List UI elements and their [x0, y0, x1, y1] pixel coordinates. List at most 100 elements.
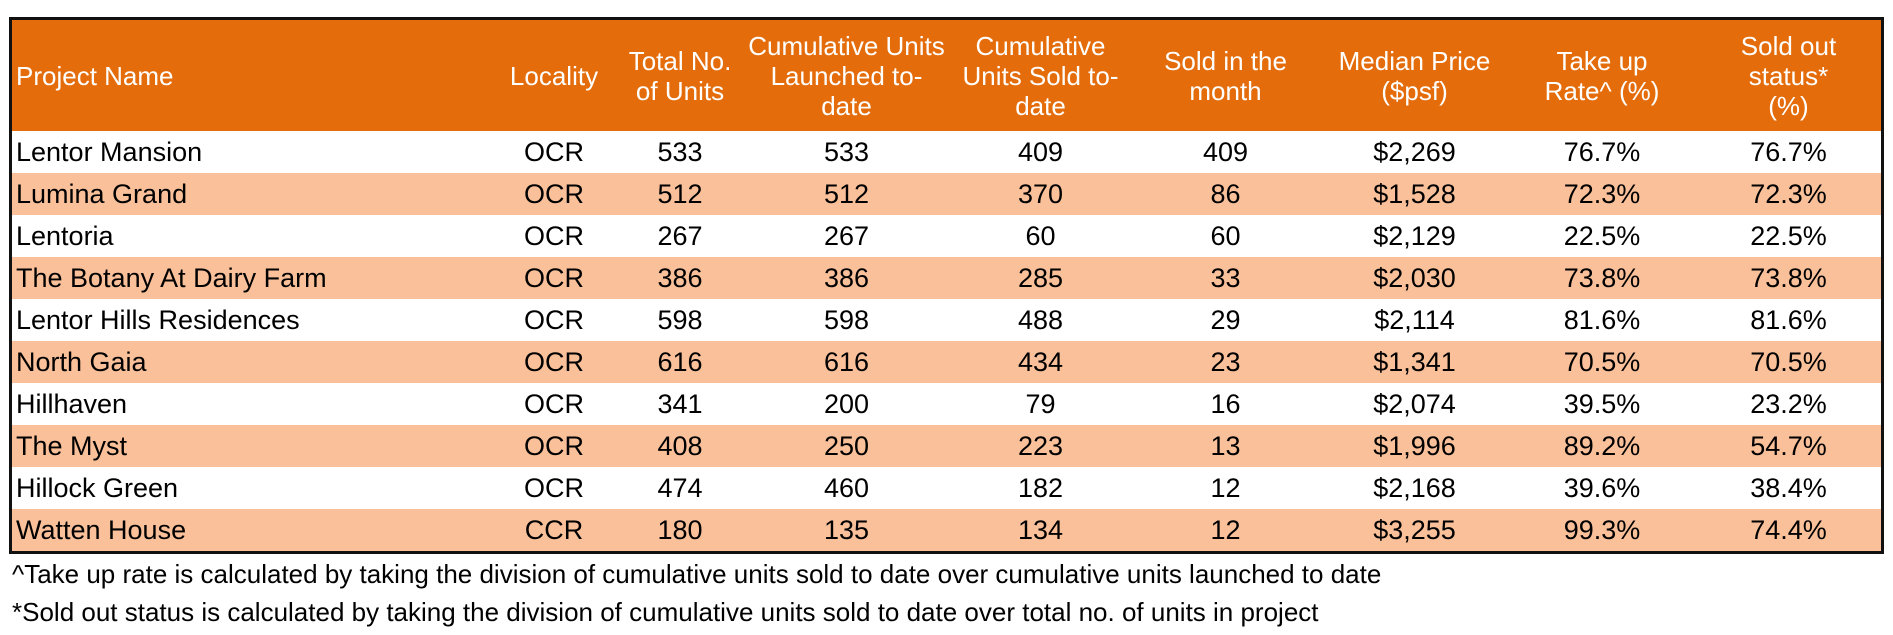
table-header: Project Name Locality Total No. of Units Cu… [12, 20, 1881, 131]
cell-take-up-rate: 39.6% [1563, 472, 1641, 503]
sales-table: Project Name Locality Total No. of Units Cu… [12, 20, 1881, 551]
cell-sold-out-status: 73.8% [1750, 262, 1827, 293]
cell-locality: OCR [524, 388, 584, 419]
header-median-price: Median Price ($psf) [1338, 45, 1491, 106]
cell-cumulative-sold: 223 [1017, 430, 1064, 461]
cell-total-units: 267 [657, 220, 703, 251]
footnote-take-up-rate: ^Take up rate is calculated by taking th… [12, 559, 1382, 589]
cell-project-name: Hillhaven [16, 388, 128, 419]
cell-locality: OCR [524, 262, 584, 293]
cell-take-up-rate: 73.8% [1563, 262, 1641, 293]
cell-median-price: $2,129 [1373, 220, 1456, 251]
cell-total-units: 408 [657, 430, 703, 461]
cell-take-up-rate: 39.5% [1563, 388, 1641, 419]
cell-sold-in-month: 86 [1210, 178, 1241, 209]
cell-cumulative-sold: 370 [1017, 178, 1064, 209]
table-row: North Gaia OCR 616 616 434 23 $1,341 70.5% 70.5% [12, 341, 1881, 383]
footnotes: ^Take up rate is calculated by taking th… [12, 555, 1381, 631]
cell-take-up-rate: 76.7% [1563, 136, 1641, 167]
cell-total-units: 533 [657, 136, 703, 167]
cell-sold-out-status: 74.4% [1750, 514, 1827, 545]
table-body: Lentor Mansion OCR 533 533 409 409 $2,269 76.7%… [12, 131, 1881, 551]
cell-median-price: $1,996 [1373, 430, 1456, 461]
cell-sold-in-month: 23 [1210, 346, 1241, 377]
cell-project-name: The Myst [16, 430, 128, 461]
cell-sold-out-status: 54.7% [1750, 430, 1827, 461]
cell-sold-in-month: 12 [1210, 472, 1241, 503]
table-row: The Myst OCR 408 250 223 13 $1,996 89.2% 54.7% [12, 425, 1881, 467]
cell-sold-out-status: 22.5% [1750, 220, 1827, 251]
header-take-up-rate: Take up Rate^ (%) [1544, 45, 1660, 106]
cell-take-up-rate: 22.5% [1563, 220, 1641, 251]
cell-project-name: The Botany At Dairy Farm [16, 262, 327, 293]
cell-cumulative-launched: 386 [823, 262, 870, 293]
header-cumulative-sold: Cumulative Units Sold to-date [962, 30, 1119, 121]
cell-sold-out-status: 72.3% [1750, 178, 1827, 209]
cell-median-price: $2,074 [1373, 388, 1456, 419]
cell-project-name: Hillock Green [16, 472, 179, 503]
cell-locality: CCR [524, 514, 584, 545]
table-row: Hillock Green OCR 474 460 182 12 $2,168 39.6% 38… [12, 467, 1881, 509]
cell-cumulative-sold: 434 [1017, 346, 1064, 377]
cell-cumulative-launched: 135 [823, 514, 870, 545]
cell-locality: OCR [524, 430, 584, 461]
cell-project-name: Watten House [16, 514, 187, 545]
cell-locality: OCR [524, 220, 584, 251]
cell-take-up-rate: 99.3% [1563, 514, 1641, 545]
cell-locality: OCR [524, 136, 584, 167]
cell-take-up-rate: 81.6% [1563, 304, 1641, 335]
cell-cumulative-launched: 267 [823, 220, 870, 251]
sales-table-frame: Project Name Locality Total No. of Units Cu… [9, 17, 1884, 554]
cell-take-up-rate: 72.3% [1563, 178, 1641, 209]
cell-sold-in-month: 12 [1210, 514, 1241, 545]
cell-total-units: 474 [657, 472, 703, 503]
header-sold-out-status: Sold out status* (%) [1740, 30, 1837, 121]
cell-sold-out-status: 23.2% [1750, 388, 1827, 419]
table-row: The Botany At Dairy Farm OCR 386 386 285 33 $2… [12, 257, 1881, 299]
cell-sold-in-month: 29 [1210, 304, 1241, 335]
cell-median-price: $1,528 [1373, 178, 1456, 209]
cell-median-price: $1,341 [1373, 346, 1456, 377]
table-row: Lentor Hills Residences OCR 598 598 488 29 $2,… [12, 299, 1881, 341]
cell-median-price: $2,030 [1373, 262, 1456, 293]
cell-total-units: 386 [657, 262, 703, 293]
cell-total-units: 512 [657, 178, 703, 209]
table-row: Lumina Grand OCR 512 512 370 86 $1,528 72.3% 72.… [12, 173, 1881, 215]
cell-locality: OCR [524, 304, 584, 335]
cell-total-units: 180 [657, 514, 703, 545]
cell-total-units: 598 [657, 304, 703, 335]
cell-sold-out-status: 81.6% [1750, 304, 1827, 335]
cell-project-name: Lentoria [16, 220, 114, 251]
cell-take-up-rate: 70.5% [1563, 346, 1641, 377]
cell-sold-in-month: 13 [1210, 430, 1241, 461]
cell-total-units: 341 [657, 388, 703, 419]
cell-sold-out-status: 70.5% [1750, 346, 1827, 377]
cell-cumulative-launched: 533 [823, 136, 870, 167]
cell-cumulative-launched: 512 [823, 178, 870, 209]
header-row: Project Name Locality Total No. of Units Cu… [12, 20, 1881, 131]
header-project-name: Project Name [16, 60, 174, 91]
cell-cumulative-launched: 250 [823, 430, 870, 461]
cell-median-price: $2,114 [1374, 304, 1455, 335]
cell-cumulative-sold: 182 [1017, 472, 1064, 503]
table-row: Hillhaven OCR 341 200 79 16 $2,074 39.5% 23.2% [12, 383, 1881, 425]
cell-cumulative-launched: 616 [823, 346, 870, 377]
cell-cumulative-sold: 488 [1017, 304, 1064, 335]
cell-project-name: Lumina Grand [16, 178, 188, 209]
header-total-units: Total No. of Units [628, 45, 732, 106]
table-row: Lentoria OCR 267 267 60 60 $2,129 22.5% 22.5% [12, 215, 1881, 257]
cell-cumulative-sold: 409 [1017, 136, 1064, 167]
cell-sold-in-month: 60 [1210, 220, 1241, 251]
cell-cumulative-launched: 200 [823, 388, 870, 419]
cell-locality: OCR [524, 346, 584, 377]
cell-median-price: $2,168 [1373, 472, 1456, 503]
cell-median-price: $3,255 [1373, 514, 1456, 545]
cell-project-name: Lentor Mansion [16, 136, 203, 167]
cell-sold-in-month: 33 [1210, 262, 1241, 293]
cell-locality: OCR [524, 472, 584, 503]
cell-cumulative-sold: 134 [1017, 514, 1064, 545]
cell-total-units: 616 [657, 346, 703, 377]
cell-sold-out-status: 38.4% [1750, 472, 1827, 503]
cell-cumulative-sold: 285 [1017, 262, 1064, 293]
footnote-sold-out-status: *Sold out status is calculated by taking… [12, 597, 1319, 627]
